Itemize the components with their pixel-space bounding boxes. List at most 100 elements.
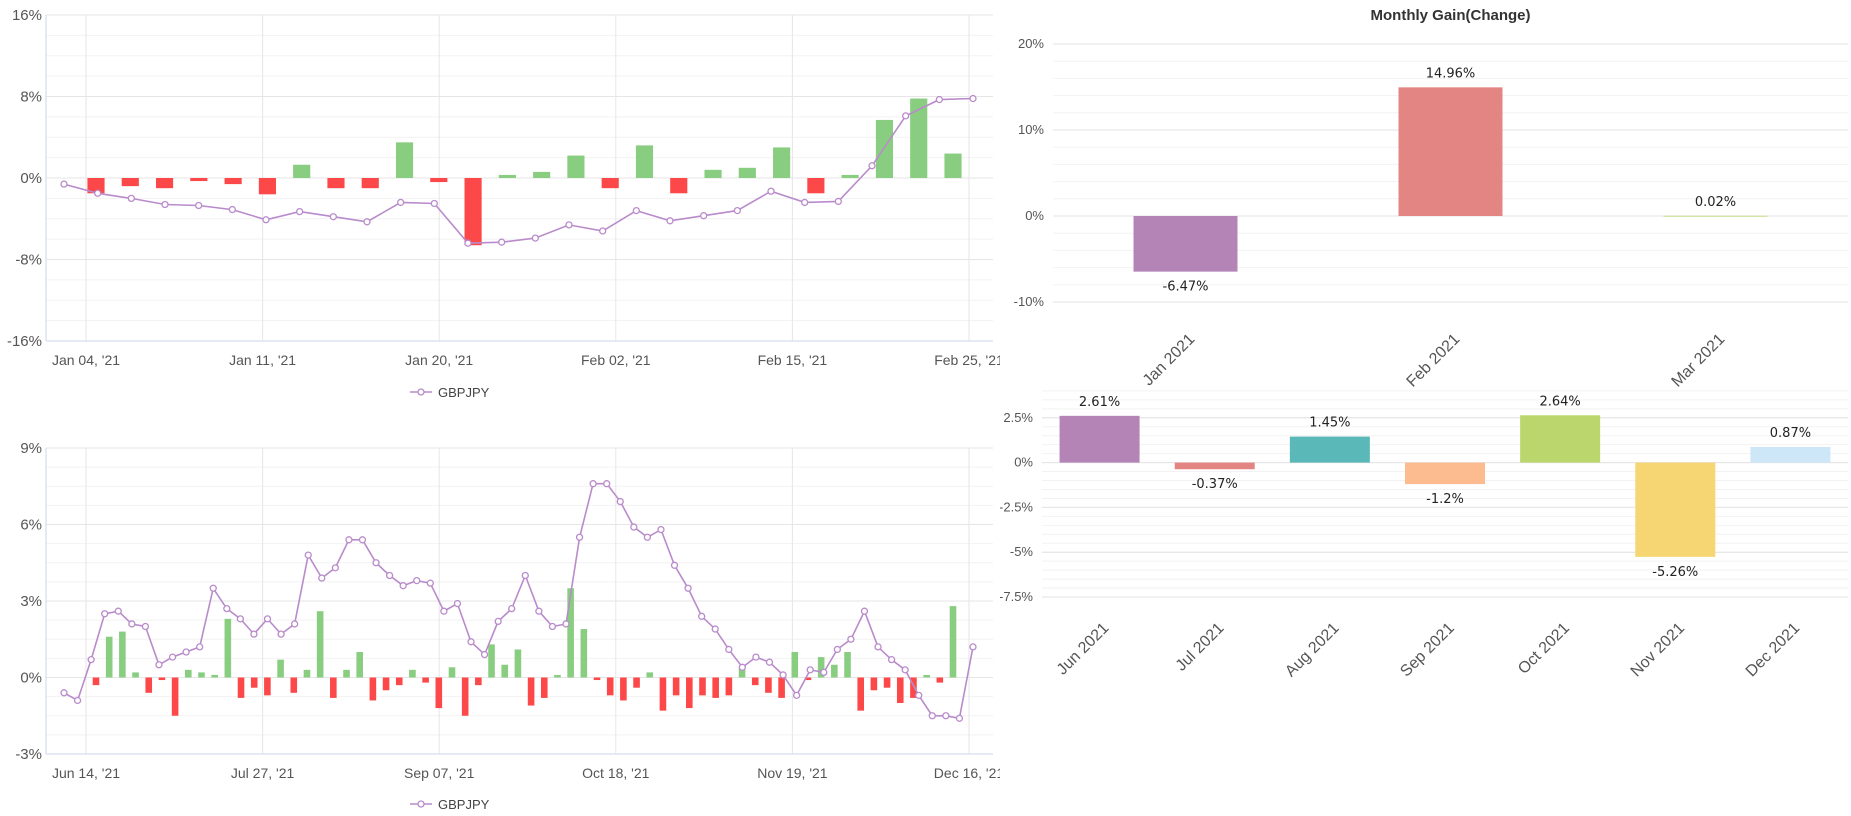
y-tick-label: -10% bbox=[1014, 294, 1045, 309]
daily-gain-bar bbox=[184, 669, 192, 678]
growth-point bbox=[630, 523, 638, 531]
growth-point bbox=[397, 198, 405, 207]
daily-gain-bar bbox=[949, 606, 957, 678]
growth-point bbox=[801, 198, 809, 207]
y-tick-label: 20% bbox=[1018, 36, 1044, 51]
category-label: Mar 2021 bbox=[1669, 331, 1729, 390]
growth-point bbox=[902, 112, 910, 120]
daily-gain-bar bbox=[395, 677, 403, 686]
growth-point bbox=[331, 564, 339, 572]
x-tick-label: Dec 16, '21 bbox=[934, 765, 1000, 781]
growth-point bbox=[467, 638, 475, 646]
growth-point bbox=[209, 584, 217, 592]
legend-point-marker bbox=[417, 800, 425, 808]
daily-gain-bar bbox=[870, 677, 878, 691]
daily-gain-bar bbox=[158, 677, 166, 681]
x-tick-label: Feb 15, '21 bbox=[758, 352, 828, 368]
monthly-gain-bar bbox=[1520, 415, 1601, 463]
daily-gain-bar bbox=[264, 677, 271, 696]
growth-point bbox=[223, 604, 231, 613]
y-tick-label: 9% bbox=[20, 440, 42, 457]
bar-data-label: 2.61% bbox=[1079, 395, 1120, 410]
y-tick-label: -16% bbox=[7, 333, 42, 350]
growth-point bbox=[874, 643, 882, 651]
daily-gain-bar bbox=[923, 674, 930, 678]
daily-gain-bar bbox=[293, 164, 311, 178]
growth-point bbox=[182, 648, 190, 656]
y-tick-label: -5% bbox=[1010, 544, 1034, 559]
daily-gain-chart-q1: -16% -8% 0% 8% 16% Jan 04, '21 Jan 11, '21 Jan … bbox=[0, 0, 1000, 408]
growth-point bbox=[263, 615, 272, 623]
growth-point bbox=[127, 194, 135, 203]
daily-gain-bar bbox=[593, 677, 601, 681]
growth-point bbox=[833, 645, 841, 654]
daily-gain-bar bbox=[224, 618, 232, 678]
daily-gain-bar bbox=[422, 677, 429, 683]
bar-data-label: 0.02% bbox=[1695, 195, 1736, 210]
growth-point bbox=[901, 666, 909, 674]
chart-title: Monthly Gain(Change) bbox=[1371, 7, 1531, 24]
growth-point bbox=[666, 217, 674, 225]
growth-point bbox=[698, 612, 706, 620]
growth-point bbox=[236, 615, 245, 623]
growth-point bbox=[94, 189, 102, 197]
daily-gain-bar bbox=[910, 677, 917, 698]
growth-point bbox=[262, 216, 270, 224]
daily-gain-bar bbox=[620, 677, 627, 701]
category-label: Nov 2021 bbox=[1628, 620, 1689, 681]
y-tick-label: -8% bbox=[15, 252, 42, 269]
y-tick-label: 16% bbox=[12, 7, 42, 24]
bar-data-label: 0.87% bbox=[1770, 426, 1811, 441]
daily-gain-bar bbox=[488, 644, 495, 678]
daily-gain-bar bbox=[409, 669, 416, 678]
legend-point-marker bbox=[417, 388, 425, 396]
growth-line bbox=[63, 97, 974, 245]
daily-gain-bar bbox=[791, 652, 799, 678]
bar-data-label: 1.45% bbox=[1309, 416, 1350, 431]
growth-point bbox=[196, 643, 204, 651]
growth-point bbox=[453, 599, 462, 608]
growth-point bbox=[531, 234, 539, 242]
growth-point bbox=[792, 691, 801, 700]
category-label: Jul 2021 bbox=[1173, 620, 1228, 675]
growth-point bbox=[834, 197, 842, 206]
daily-gain-bar bbox=[330, 677, 337, 698]
daily-gain-bar bbox=[567, 155, 585, 178]
growth-point bbox=[752, 653, 760, 661]
daily-gain-bar bbox=[686, 677, 693, 709]
daily-gain-bar bbox=[875, 119, 894, 178]
growth-point bbox=[277, 630, 285, 638]
growth-point bbox=[847, 635, 855, 643]
daily-gain-bar bbox=[778, 677, 785, 698]
x-tick-label: Feb 25, '21 bbox=[934, 352, 1000, 368]
daily-gain-bar bbox=[258, 178, 276, 195]
growth-point bbox=[128, 620, 136, 628]
daily-gain-bar bbox=[844, 652, 851, 678]
growth-point bbox=[589, 480, 597, 488]
growth-point bbox=[887, 655, 896, 664]
y-tick-label: -7.5% bbox=[1000, 589, 1033, 604]
daily-gain-chart-h2-svg: -3% 0% 3% 6% 9% Jun 14, '21 Jul 27, '21 Sep 07,… bbox=[15, 440, 1000, 812]
daily-gain-chart-q1-svg: -16% -8% 0% 8% 16% Jan 04, '21 Jan 11, '21 Jan … bbox=[7, 7, 1000, 400]
daily-gain-bar bbox=[646, 672, 654, 678]
daily-gain-bar bbox=[190, 178, 208, 182]
growth-point bbox=[345, 536, 353, 544]
y-tick-label: -3% bbox=[15, 746, 42, 763]
x-tick-label: Jan 20, '21 bbox=[405, 352, 473, 368]
y-tick-label: -2.5% bbox=[1000, 499, 1033, 514]
legend-label: GBPJPY bbox=[438, 797, 490, 812]
daily-gain-bar bbox=[237, 677, 245, 698]
daily-gain-bar bbox=[725, 677, 733, 696]
growth-point bbox=[868, 162, 876, 170]
growth-point bbox=[632, 206, 640, 215]
daily-gain-bar bbox=[435, 677, 443, 709]
monthly-gain-bar bbox=[1635, 462, 1716, 557]
daily-gain-bar bbox=[841, 174, 859, 178]
daily-gain-bar bbox=[382, 677, 390, 691]
growth-point bbox=[657, 525, 665, 534]
growth-point bbox=[599, 227, 607, 235]
growth-point bbox=[195, 201, 203, 210]
daily-gain-bar bbox=[395, 142, 414, 178]
daily-gain-bar bbox=[910, 98, 928, 178]
daily-gain-bar bbox=[540, 677, 548, 698]
